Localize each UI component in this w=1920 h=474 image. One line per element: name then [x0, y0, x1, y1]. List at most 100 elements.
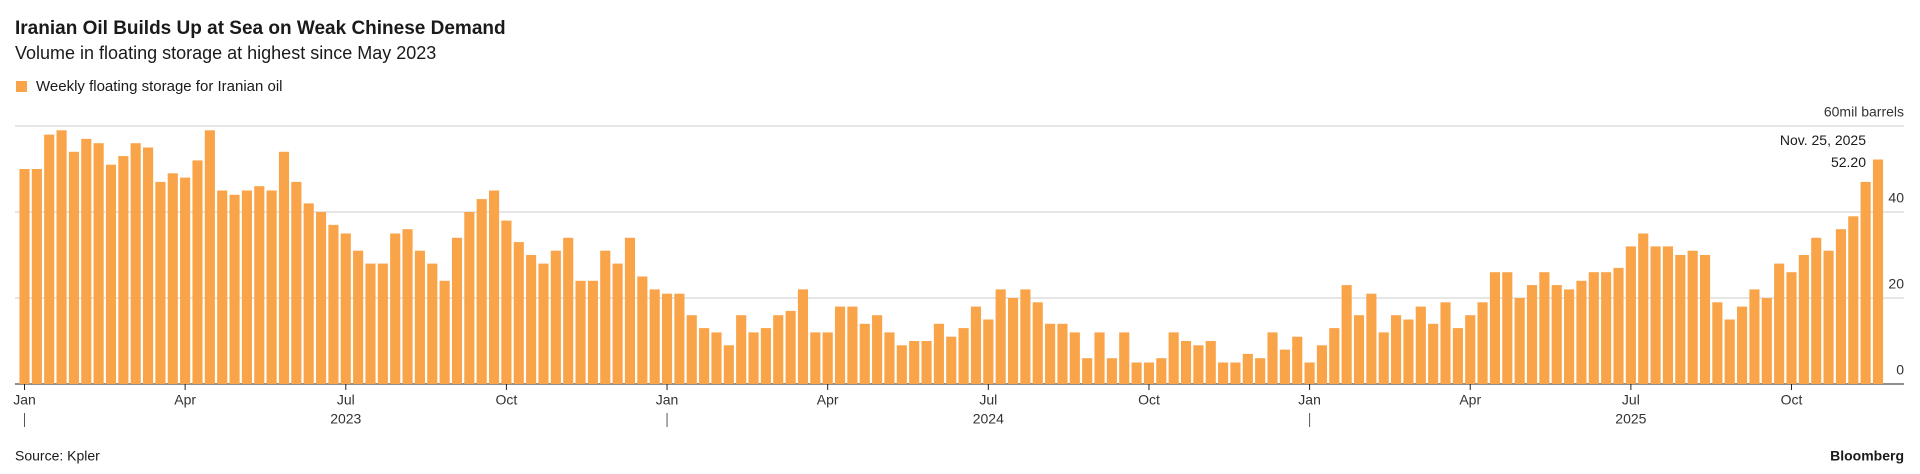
- bar: [748, 332, 759, 384]
- bar: [1218, 362, 1229, 384]
- bar: [699, 328, 710, 384]
- bar: [933, 323, 944, 384]
- bar: [414, 250, 425, 384]
- bar: [303, 203, 314, 384]
- bar: [1872, 159, 1884, 384]
- bar: [315, 212, 327, 384]
- bar: [958, 328, 969, 384]
- bar: [1625, 246, 1636, 384]
- legend-label: Weekly floating storage for Iranian oil: [36, 78, 283, 95]
- bar: [1353, 315, 1365, 384]
- x-tick-label: Oct: [1138, 392, 1160, 408]
- bar: [1391, 315, 1402, 384]
- bar: [1020, 289, 1031, 384]
- bar: [1712, 302, 1723, 384]
- bar: [1045, 323, 1056, 384]
- bar: [649, 289, 660, 384]
- bar: [624, 237, 636, 384]
- year-label: 2023: [330, 411, 361, 427]
- x-tick-label: Jul: [979, 392, 997, 408]
- bar: [427, 263, 438, 384]
- bar: [1119, 332, 1130, 384]
- bar: [1415, 306, 1426, 384]
- bar: [328, 224, 339, 384]
- bar: [1230, 362, 1241, 384]
- bar: [785, 310, 796, 384]
- bar: [946, 336, 957, 384]
- bar: [1193, 345, 1204, 384]
- bar: [31, 169, 42, 384]
- y-tick-label: 20: [1888, 276, 1904, 292]
- bar: [1292, 336, 1303, 384]
- bar: [1699, 255, 1711, 384]
- bar: [501, 220, 512, 384]
- bar: [1316, 345, 1328, 384]
- bar: [859, 323, 870, 384]
- bar: [1823, 250, 1834, 384]
- bar: [1811, 237, 1822, 384]
- x-tick-label: Apr: [174, 392, 196, 408]
- bar: [1539, 272, 1550, 384]
- bar: [1341, 285, 1352, 384]
- bar: [1774, 263, 1785, 384]
- bar: [1032, 302, 1043, 384]
- x-tick-label: Oct: [1781, 392, 1803, 408]
- bar: [1687, 250, 1698, 384]
- bar: [340, 233, 351, 384]
- bar: [353, 250, 364, 384]
- y-tick-label: 60mil barrels: [1824, 104, 1904, 120]
- bar: [1143, 362, 1155, 384]
- bar: [1477, 302, 1488, 384]
- bar: [1057, 323, 1068, 384]
- bar: [167, 173, 178, 384]
- bar: [674, 293, 685, 384]
- bar: [760, 328, 771, 384]
- bar: [723, 345, 734, 384]
- x-tick-label: Jan: [13, 392, 36, 408]
- x-tick-label: Jul: [337, 392, 355, 408]
- bar: [970, 306, 982, 384]
- bar: [921, 341, 932, 384]
- bar: [563, 237, 574, 384]
- bar: [1205, 341, 1216, 384]
- bar: [143, 147, 154, 384]
- bar: [1613, 267, 1624, 384]
- bar: [192, 160, 203, 384]
- bar: [254, 186, 265, 384]
- bar: [1378, 332, 1389, 384]
- bar: [1279, 349, 1290, 384]
- bar: [1761, 298, 1772, 384]
- x-tick-label: Jan: [656, 392, 679, 408]
- year-label: 2025: [1615, 411, 1646, 427]
- bar: [1180, 341, 1192, 384]
- bar: [377, 263, 388, 384]
- bar: [661, 293, 673, 384]
- bar: [1860, 181, 1871, 384]
- bar: [834, 306, 846, 384]
- bar: [1564, 289, 1575, 384]
- bar: [1465, 315, 1476, 384]
- bar: [1514, 298, 1525, 384]
- annotation-label: Nov. 25, 2025: [1780, 132, 1866, 148]
- bar: [1255, 358, 1266, 384]
- bar: [575, 280, 586, 384]
- bar: [1082, 358, 1093, 384]
- bar: [130, 143, 141, 384]
- bar: [464, 212, 475, 384]
- bar: [1601, 272, 1612, 384]
- bar: [19, 169, 30, 384]
- bar: [1440, 302, 1451, 384]
- bar: [538, 263, 549, 384]
- bar: [1304, 362, 1315, 384]
- bar: [266, 190, 277, 384]
- bar: [1675, 255, 1686, 384]
- bar: [180, 177, 191, 384]
- chart-subtitle: Volume in floating storage at highest si…: [15, 43, 436, 63]
- bar: [1662, 246, 1674, 384]
- bar: [1638, 233, 1649, 384]
- bar: [241, 190, 252, 384]
- bar: [204, 130, 215, 384]
- year-label: 2024: [973, 411, 1004, 427]
- bar: [600, 250, 611, 384]
- bar: [1650, 246, 1661, 384]
